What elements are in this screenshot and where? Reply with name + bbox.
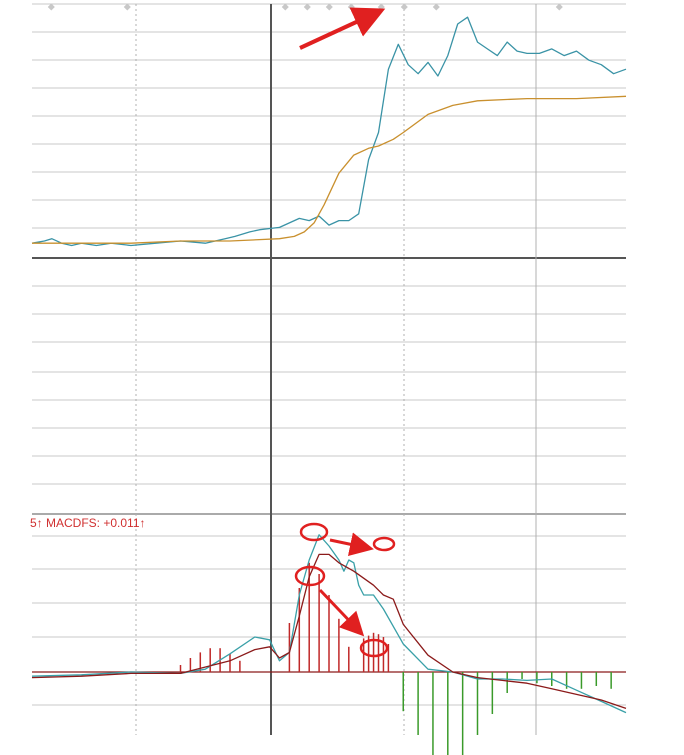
average-price-line (32, 95, 627, 244)
annotation-layer (294, 7, 396, 658)
tick-marker (555, 3, 563, 11)
indicator-panel (31, 534, 627, 755)
tick-marker (432, 3, 440, 11)
dea-line (31, 553, 627, 710)
circle-peak-1 (299, 522, 329, 542)
grid-layer (32, 3, 626, 735)
macd-header-label: 5↑ MACDFS: +0.011↑ (30, 516, 146, 530)
circle-bar-1 (294, 565, 326, 587)
tick-marker (47, 3, 55, 11)
tick-marker (400, 3, 408, 11)
price-peak-arrow (299, 7, 386, 50)
price-panel (31, 16, 627, 247)
tick-marker (325, 3, 333, 11)
peak-arrow (329, 532, 374, 557)
tick-marker (347, 3, 355, 11)
circle-bar-2 (359, 638, 389, 658)
tick-marker (123, 3, 131, 11)
dif-line (31, 534, 627, 714)
tick-marker (281, 3, 289, 11)
price-line (31, 16, 627, 247)
bar-arrow (318, 588, 365, 637)
circle-peak-2 (372, 536, 396, 552)
tick-marker (377, 3, 385, 11)
tick-marker (303, 3, 311, 11)
